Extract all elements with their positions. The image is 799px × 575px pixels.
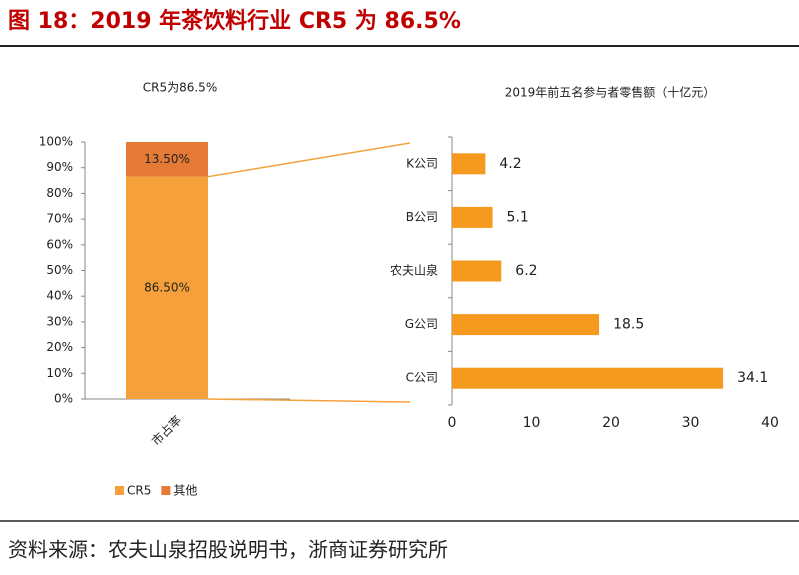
y-tick-label: 70% — [46, 212, 73, 226]
y-tick-label: 10% — [46, 366, 73, 380]
y-tick-label: C公司 — [406, 371, 438, 385]
legend-swatch — [115, 486, 124, 495]
y-tick-label: 农夫山泉 — [390, 264, 438, 278]
page-title: 图 18：2019 年茶饮料行业 CR5 为 86.5% — [8, 8, 461, 34]
bar — [452, 314, 600, 336]
data-label: 34.1 — [737, 370, 768, 386]
data-label: 86.50% — [144, 280, 190, 294]
y-tick-label: 80% — [46, 186, 73, 200]
x-tick-label: 市占率 — [148, 412, 184, 448]
y-tick-label: 60% — [46, 237, 73, 251]
source: 资料来源：农夫山泉招股说明书，浙商证券研究所 — [8, 538, 448, 562]
y-tick-label: K公司 — [406, 156, 438, 170]
x-tick-label: 10 — [523, 415, 541, 431]
data-label: 4.2 — [499, 156, 521, 172]
data-label: 5.1 — [507, 209, 529, 225]
legend-label: 其他 — [173, 484, 197, 498]
data-label: 18.5 — [613, 317, 644, 333]
bar — [452, 260, 502, 282]
bar-segment — [126, 176, 208, 399]
bar — [452, 153, 486, 175]
x-tick-label: 20 — [602, 415, 620, 431]
y-tick-label: G公司 — [405, 317, 438, 331]
x-tick-label: 40 — [761, 415, 779, 431]
y-tick-label: B公司 — [406, 210, 438, 224]
y-tick-label: 100% — [39, 135, 73, 149]
legend-swatch — [161, 486, 171, 495]
connector — [207, 142, 411, 178]
chart-title: 2019年前五名参与者零售额（十亿元） — [505, 85, 716, 100]
bar — [452, 367, 724, 389]
legend-label: CR5 — [127, 484, 151, 498]
y-tick-label: 90% — [46, 160, 73, 174]
x-tick-label: 0 — [448, 415, 457, 431]
y-tick-label: 30% — [46, 314, 73, 328]
bar — [452, 206, 493, 228]
bar-segment — [126, 142, 208, 177]
y-tick-label: 20% — [46, 340, 73, 354]
y-tick-label: 50% — [46, 263, 73, 277]
connector — [207, 398, 411, 403]
x-tick-label: 30 — [682, 415, 700, 431]
data-label: 13.50% — [144, 152, 190, 166]
chart-title: CR5为86.5% — [143, 81, 217, 95]
y-tick-label: 0% — [54, 392, 73, 406]
data-label: 6.2 — [515, 263, 537, 279]
y-tick-label: 40% — [46, 289, 73, 303]
